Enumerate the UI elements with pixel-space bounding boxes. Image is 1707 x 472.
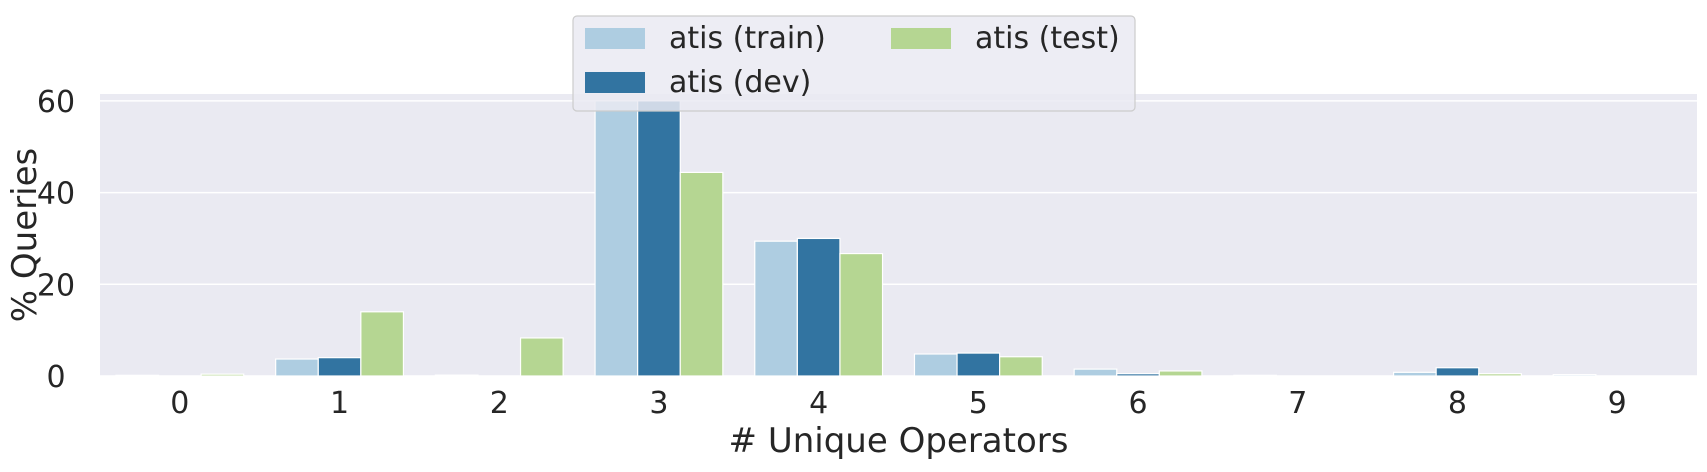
x-tick-label: 3 [649, 386, 668, 421]
bar-atis-train-7 [1233, 374, 1278, 377]
bars [115, 100, 1597, 377]
bar-atis-dev-6 [1116, 373, 1160, 377]
bar-atis-test-4 [839, 252, 884, 377]
bar-atis-train-0 [115, 374, 160, 377]
bar-atis-dev-4 [796, 237, 841, 377]
bar-atis-test-6 [1158, 370, 1203, 377]
bar-atis-train-4 [754, 240, 798, 377]
bar-atis-dev-5 [956, 352, 1001, 377]
bar-atis-test-5 [999, 356, 1043, 377]
x-tick-label: 4 [809, 386, 828, 421]
x-axis-ticks: 0 1 2 3 4 5 6 7 8 9 [170, 386, 1626, 421]
legend-label: atis (test) [975, 21, 1120, 56]
bar-atis-train-1 [275, 358, 319, 377]
legend-label: atis (train) [669, 21, 826, 56]
y-tick-label: 60 [37, 85, 75, 120]
bar-atis-test-1 [360, 311, 405, 377]
x-tick-label: 9 [1608, 386, 1627, 421]
legend-swatch [891, 28, 951, 49]
legend-frame [572, 15, 1136, 112]
bar-atis-dev-1 [317, 357, 362, 377]
bar-atis-train-9 [1552, 374, 1597, 377]
bar-atis-train-2 [434, 374, 479, 377]
bar-atis-train-5 [913, 353, 958, 377]
x-tick-label: 7 [1288, 386, 1307, 421]
x-tick-label: 0 [170, 386, 189, 421]
y-tick-label: 20 [37, 268, 75, 303]
y-tick-label: 0 [46, 360, 65, 395]
x-tick-label: 6 [1129, 386, 1148, 421]
bar-atis-test-2 [519, 337, 564, 377]
x-axis-title: # Unique Operators [729, 421, 1069, 461]
legend-swatch [585, 72, 645, 93]
bar-atis-train-3 [594, 100, 639, 377]
plot-area [100, 94, 1697, 376]
bar-atis-test-8 [1478, 373, 1522, 377]
y-tick-label: 40 [37, 177, 75, 212]
x-tick-label: 1 [330, 386, 349, 421]
x-tick-label: 8 [1448, 386, 1467, 421]
bar-atis-dev-3 [637, 100, 681, 377]
x-tick-label: 5 [969, 386, 988, 421]
legend: atis (train) atis (dev) atis (test) [572, 15, 1136, 112]
y-axis-title: % Queries [5, 148, 45, 322]
x-tick-label: 2 [490, 386, 509, 421]
legend-swatch [585, 28, 645, 49]
legend-label: atis (dev) [669, 65, 811, 100]
bar-atis-test-0 [200, 373, 245, 377]
bar-atis-train-8 [1392, 371, 1437, 377]
bar-atis-dev-8 [1435, 367, 1480, 377]
y-axis-ticks: 0 20 40 60 [37, 85, 75, 395]
bar-atis-test-3 [679, 171, 724, 377]
bar-atis-train-6 [1073, 368, 1118, 377]
